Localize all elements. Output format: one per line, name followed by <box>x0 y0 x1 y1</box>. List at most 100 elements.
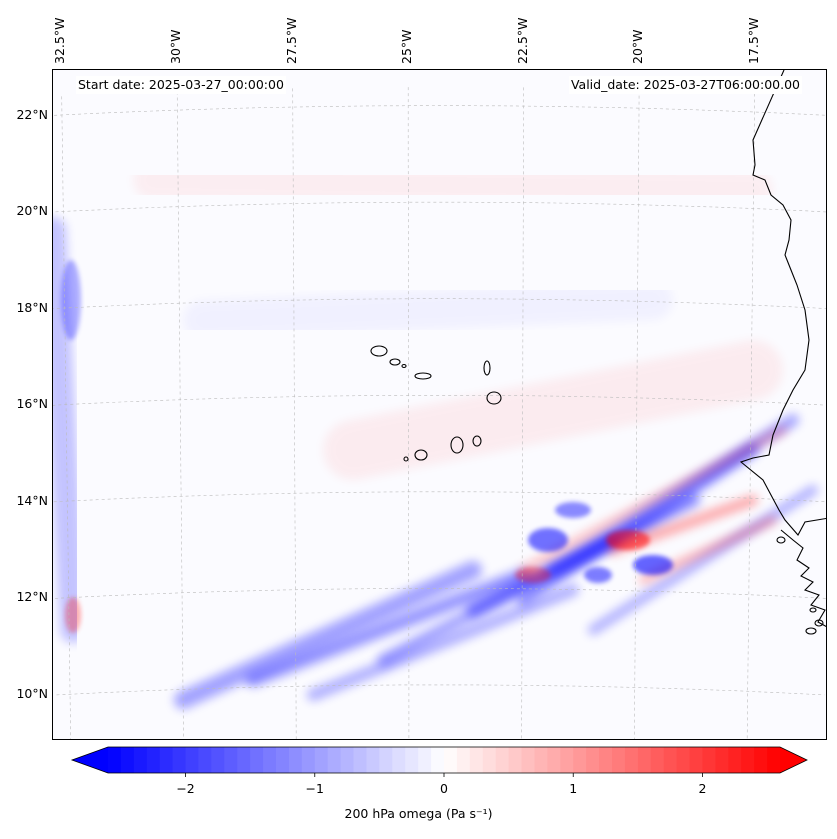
map-panel <box>52 69 827 740</box>
meridian-line <box>292 87 297 739</box>
colorbar-segment <box>573 747 587 773</box>
island-outline <box>483 360 491 376</box>
meridian-line <box>521 86 524 739</box>
island-outline <box>414 372 432 380</box>
parallel-line <box>53 298 826 309</box>
island-outline <box>401 363 407 369</box>
colorbar-segment <box>301 747 316 773</box>
colorbar-segment <box>624 747 639 773</box>
colorbar-segment <box>482 747 497 773</box>
colorbar-segment <box>288 747 303 773</box>
colorbar-segment <box>250 747 264 773</box>
omega-band <box>588 485 818 635</box>
omega-band <box>246 568 530 687</box>
omega-band <box>53 217 86 643</box>
valid-date-label: Valid_date: 2025-03-27T06:00:00.00 <box>568 76 802 94</box>
island-outline <box>403 456 409 462</box>
colorbar-segment <box>133 747 148 773</box>
colorbar-segment <box>314 747 329 773</box>
colorbar-segment <box>340 747 355 773</box>
island-outline <box>776 536 786 544</box>
colorbar-segment <box>392 747 406 773</box>
parallel-line <box>53 201 826 213</box>
colorbar-segment <box>521 747 536 773</box>
omega-contour-field <box>53 160 818 709</box>
colorbar-segment <box>637 747 652 773</box>
omega-core <box>61 260 81 340</box>
colorbar-segment <box>444 747 458 773</box>
guinea-bissau-coastline <box>780 529 826 627</box>
colorbar-tick-label: 0 <box>440 781 448 796</box>
colorbar-segment <box>495 747 510 773</box>
meridian-line <box>407 86 410 739</box>
colorbar-segment <box>689 747 704 773</box>
omega-band <box>174 561 482 709</box>
island-outline <box>486 391 502 405</box>
omega-band <box>183 280 673 340</box>
parallel-line <box>53 491 826 503</box>
colorbar-segment <box>185 747 200 773</box>
colorbar-segment <box>224 747 238 773</box>
latitude-label: 12°N <box>16 589 48 605</box>
africa-coastline <box>739 70 826 536</box>
colorbar-segment <box>741 747 755 773</box>
colorbar-tick-marks <box>185 773 703 777</box>
colorbar-outline <box>70 746 808 774</box>
colorbar-segment <box>715 747 729 773</box>
island-outline <box>809 607 817 613</box>
colorbar-segment <box>405 747 419 773</box>
colorbar-segment <box>676 747 691 773</box>
colorbar-segment <box>728 747 742 773</box>
latitude-label: 16°N <box>16 396 48 412</box>
colorbar-segment <box>534 747 548 773</box>
colorbar-segment <box>650 747 665 773</box>
omega-band <box>323 340 783 480</box>
island-outline <box>805 627 817 635</box>
omega-band <box>307 584 579 701</box>
omega-band <box>519 426 787 574</box>
parallel-line <box>53 105 826 116</box>
colorbar-segment <box>159 747 174 773</box>
colorbar-segment <box>560 747 574 773</box>
graticule <box>53 86 826 739</box>
colorbar-segment <box>702 747 716 773</box>
island-outline <box>472 435 482 447</box>
colorbar-segments <box>70 746 808 774</box>
omega-core <box>633 555 673 575</box>
colorbar-segment <box>547 747 561 773</box>
colorbar-segment <box>276 747 290 773</box>
colorbar-max-extension <box>780 747 807 773</box>
omega-band <box>133 160 773 210</box>
meridian-line <box>746 92 755 739</box>
colorbar <box>70 746 808 777</box>
colorbar-tick-label: −2 <box>176 781 195 796</box>
island-outline <box>389 358 401 366</box>
colorbar-segment <box>211 747 225 773</box>
colorbar-segment <box>120 747 135 773</box>
meridian-line <box>634 88 640 739</box>
colorbar-segment <box>108 747 122 773</box>
colorbar-segment <box>663 747 678 773</box>
latitude-label: 20°N <box>16 203 48 219</box>
island-outline <box>414 449 428 461</box>
colorbar-label: 200 hPa omega (Pa s⁻¹) <box>344 806 493 821</box>
omega-core <box>528 528 568 552</box>
colorbar-segment <box>237 747 251 773</box>
colorbar-segment <box>353 747 368 773</box>
colorbar-tick-label: −1 <box>305 781 324 796</box>
colorbar-segment <box>431 747 445 773</box>
colorbar-segment <box>754 747 768 773</box>
colorbar-segment <box>418 747 432 773</box>
colorbar-segment <box>599 747 613 773</box>
colorbar-segment <box>508 747 523 773</box>
omega-core <box>555 502 591 518</box>
island-outline <box>370 345 388 357</box>
colorbar-tick-label: 2 <box>698 781 707 796</box>
colorbar-segment <box>456 747 471 773</box>
colorbar-min-extension <box>72 747 108 773</box>
colorbar-segment <box>327 747 342 773</box>
parallel-line <box>55 588 826 599</box>
omega-core <box>606 530 650 550</box>
omega-core <box>515 567 551 583</box>
parallel-line <box>56 684 825 696</box>
